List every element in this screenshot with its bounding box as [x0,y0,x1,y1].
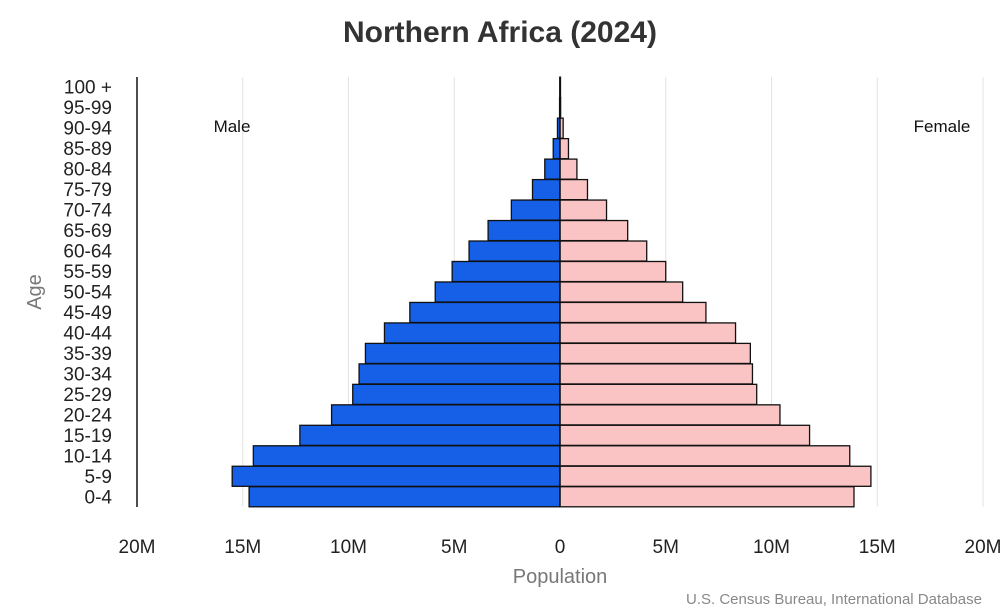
x-tick-label: 15M [224,537,261,558]
bar-female [559,178,589,201]
x-tick-label: 15M [859,537,896,558]
bar-male [252,445,561,467]
y-tick-label: 15-19 [63,426,112,447]
y-tick-label: 30-34 [63,364,112,385]
x-tick-label: 20M [119,537,156,558]
bar-female [559,424,811,447]
y-tick-label: 45-49 [63,303,112,324]
y-tick-label: 10-14 [63,446,112,467]
y-tick-label: 40-44 [63,323,112,344]
y-tick-label: 0-4 [85,487,113,508]
y-tick-label: 50-54 [63,283,112,304]
bar-female [559,486,855,508]
bar-male [531,178,561,201]
bar-female [559,383,758,406]
bar-male [383,322,561,344]
x-tick-label: 20M [965,537,1000,558]
y-tick-label: 75-79 [63,180,112,201]
bar-female [559,199,608,221]
y-tick-label: 70-74 [63,201,112,222]
x-tick-label: 10M [753,537,790,558]
bar-male [358,363,561,385]
bar-female [559,465,872,487]
x-tick-label: 10M [330,537,367,558]
y-tick-label: 65-69 [63,221,112,242]
x-tick-label: 0 [555,537,566,558]
bar-male [409,301,561,324]
y-tick-label: 5-9 [85,467,112,488]
bar-male [248,486,561,508]
bar-male [352,383,561,406]
y-tick-label: 20-24 [63,405,112,426]
y-tick-label: 95-99 [63,98,112,119]
x-axis-title: Population [513,566,608,588]
x-tick-label: 5M [653,537,679,558]
bar-male [487,219,561,242]
bar-female [559,240,648,262]
bar-female [559,301,707,324]
bar-female [559,260,667,283]
bars [231,76,872,508]
bar-male [434,281,561,303]
y-tick-label: 100 + [64,78,112,99]
bar-male [364,342,561,365]
x-tick-labels: 20M 15M 10M 5M 0 5M 10M 15M 20M [119,537,1000,558]
bar-female [559,342,752,365]
bar-male [451,260,561,283]
bar-female [559,219,629,242]
bar-female [559,281,684,303]
y-tick-label: 60-64 [63,242,112,263]
bar-male [510,199,561,221]
legend-male: Male [214,117,251,136]
bar-male [330,404,561,426]
legend-female: Female [914,117,971,136]
bar-female [559,322,737,344]
bar-female [559,404,781,426]
chart-title: Northern Africa (2024) [343,16,657,49]
bar-female [559,137,570,160]
y-tick-label: 55-59 [63,262,112,283]
y-tick-labels: 100 +95-9990-9485-8980-8475-7970-7465-69… [63,78,112,509]
bar-female [559,158,578,180]
bar-male [299,424,561,447]
y-tick-label: 35-39 [63,344,112,365]
bar-male [544,158,561,180]
x-tick-label: 5M [441,537,467,558]
bar-female [559,363,754,385]
source-credit: U.S. Census Bureau, International Databa… [686,591,982,608]
bar-male [231,465,561,487]
y-tick-label: 90-94 [63,119,112,140]
y-tick-label: 25-29 [63,385,112,406]
bar-male [468,240,561,262]
bar-male [552,137,561,160]
y-tick-label: 80-84 [63,160,112,181]
bar-female [559,445,851,467]
y-tick-label: 85-89 [63,139,112,160]
y-axis-title: Age [24,274,46,310]
